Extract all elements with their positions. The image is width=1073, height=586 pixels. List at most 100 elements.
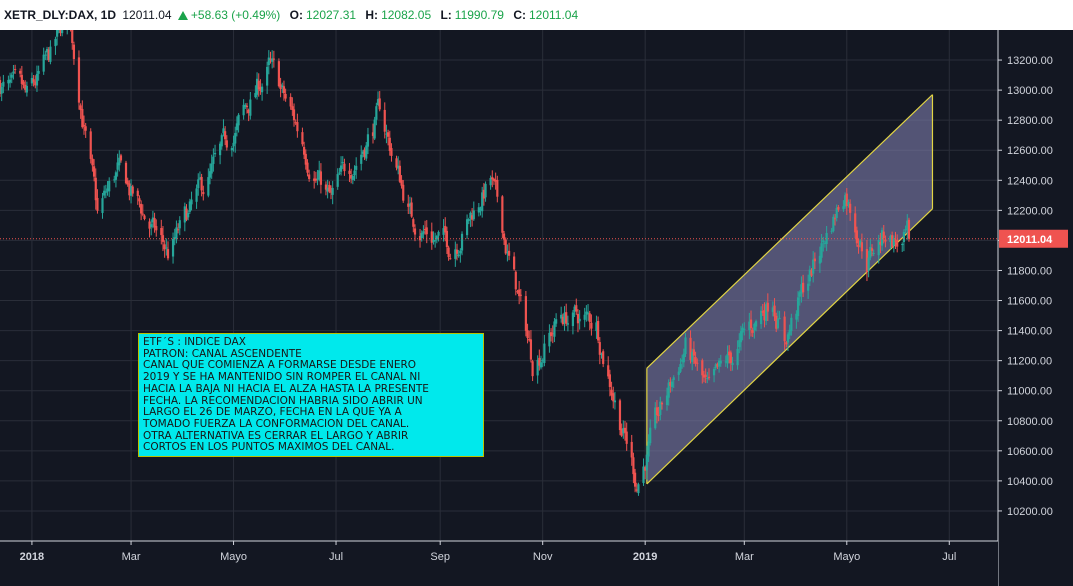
candle-body — [842, 206, 845, 210]
candle-body — [892, 238, 895, 246]
candle-body — [197, 179, 200, 189]
candle-body — [482, 189, 485, 199]
candle-body — [717, 360, 721, 367]
candle-body — [630, 441, 633, 458]
candle-body — [8, 79, 12, 83]
candle-body — [514, 271, 517, 290]
time-tick-label: Mar — [735, 551, 754, 563]
candle-body — [479, 209, 482, 211]
candle-body — [796, 297, 800, 317]
candle-body — [232, 142, 235, 147]
candle-body — [390, 148, 393, 156]
candle-body — [188, 201, 191, 212]
candle-body — [541, 360, 544, 362]
candle-body — [612, 393, 615, 402]
price-axis[interactable]: 10200.00 10400.00 10600.00 10800.00 11000.00… — [997, 30, 1073, 586]
candle-body — [237, 114, 240, 126]
candle-body — [376, 99, 380, 105]
candle-body — [442, 228, 445, 235]
candle-body — [618, 400, 622, 431]
candle-body — [254, 93, 257, 98]
note-line: LARGO EL 26 DE MARZO, FECHA EN LA QUE YA… — [143, 407, 402, 419]
candle-body — [494, 179, 497, 182]
candle-body — [408, 203, 412, 206]
candle-body — [682, 353, 685, 363]
candle-body — [820, 243, 823, 258]
candle-body — [338, 172, 341, 174]
candle-body — [877, 240, 880, 256]
time-tick-label: Jul — [942, 551, 956, 563]
candle-body — [360, 154, 363, 164]
candle-body — [234, 132, 237, 144]
candle-body — [44, 54, 47, 56]
candle-body — [402, 184, 405, 201]
candle-body — [245, 105, 249, 108]
candle-body — [0, 86, 3, 94]
candle-body — [576, 313, 580, 324]
candle-body — [513, 256, 516, 270]
time-tick-label: Mayo — [220, 551, 247, 563]
candle-body — [590, 322, 593, 329]
candle-body — [649, 427, 652, 444]
candle-body — [113, 179, 116, 181]
ascending-channel[interactable] — [646, 94, 934, 485]
candle-body — [719, 360, 722, 364]
candle-body — [749, 319, 753, 329]
candle-body — [30, 77, 34, 84]
candle-body — [739, 331, 743, 343]
price-tick-label: 10800.00 — [1007, 416, 1053, 428]
candle-body — [37, 71, 40, 74]
price-chart[interactable]: 10200.00 10400.00 10600.00 10800.00 11000.00… — [0, 30, 1073, 586]
candle-body — [894, 240, 897, 242]
candle-body — [597, 321, 600, 341]
candle-body — [548, 332, 551, 347]
candle-body — [150, 224, 153, 228]
candle-body — [736, 348, 739, 366]
candle-body — [79, 105, 82, 111]
candle-body — [22, 81, 25, 85]
candle-body — [760, 310, 763, 325]
candle-body — [677, 371, 680, 375]
candle-body — [743, 328, 746, 330]
candle-body — [849, 203, 852, 213]
ohlc-legend: XETR_DLY:DAX, 1D 12011.04 +58.63 (+0.49%… — [4, 8, 584, 22]
candle-body — [296, 122, 299, 132]
analysis-note[interactable]: ETF´S : ÍNDICE DAX PATRÓN: CANAL ASCENDE… — [138, 333, 484, 457]
candle-body — [59, 30, 62, 34]
candle-body — [692, 349, 695, 356]
candle-body — [422, 231, 425, 234]
high-value: 12082.05 — [381, 8, 432, 22]
candle-body — [472, 210, 475, 220]
candle-body — [555, 319, 558, 324]
candle-body — [281, 85, 284, 88]
change-value: +58.63 (+0.49%) — [190, 8, 281, 22]
candle-body — [331, 187, 334, 195]
candle-body — [457, 254, 460, 257]
time-tick-label: Mayo — [833, 551, 860, 563]
price-axis-background — [998, 30, 1073, 586]
candle-body — [538, 357, 541, 366]
candle-body — [138, 198, 141, 202]
symbol-label[interactable]: XETR_DLY:DAX, 1D — [4, 8, 117, 22]
candle-body — [445, 230, 449, 248]
candle-body — [608, 374, 611, 387]
candle-body — [435, 236, 438, 240]
candle-body — [766, 302, 769, 312]
price-tick-label: 12400.00 — [1007, 175, 1053, 187]
candle-body — [642, 466, 645, 484]
time-axis[interactable]: 2018 Mar Mayo Jul Sep Nov 2019 Mar Mayo Jul — [0, 540, 998, 586]
candle-body — [153, 218, 156, 228]
candle-body — [751, 329, 754, 333]
candle-body — [269, 58, 272, 60]
candle-body — [620, 428, 623, 436]
candle-body — [726, 354, 729, 364]
close-value: 12011.04 — [528, 8, 579, 22]
candle-body — [187, 212, 190, 218]
candle-body — [798, 292, 801, 297]
candle-body — [761, 310, 764, 313]
candle-body — [235, 123, 238, 131]
price-tick-label: 11200.00 — [1007, 356, 1052, 368]
candle-body — [259, 87, 262, 92]
candle-body — [712, 369, 716, 376]
candle-body — [837, 206, 840, 210]
